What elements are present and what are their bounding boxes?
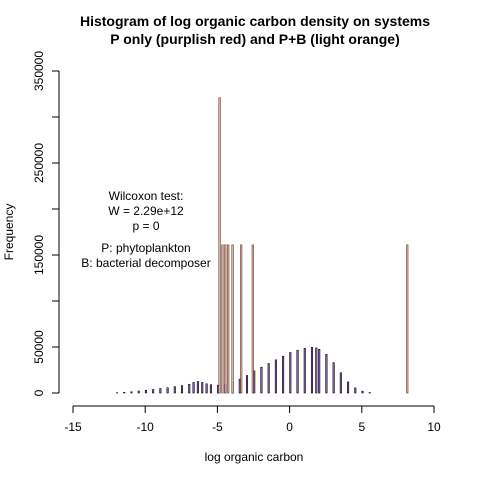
y-tick-label: 50000 [32,330,46,364]
histogram-bar [361,390,364,394]
annotation-line: W = 2.29e+12 [108,204,184,218]
x-tick-label: -10 [137,420,155,434]
annotation-line: p = 0 [132,219,159,233]
histogram-bar [296,349,299,394]
histogram-bar [205,383,208,394]
histogram-bar [218,97,221,394]
histogram-bar [173,386,176,394]
histogram-bar [130,391,133,394]
histogram-bar [227,244,230,394]
x-axis: -15 -10 -5 0 5 10 [64,405,441,434]
y-axis: 0 50000 150000 250000 350000 [32,51,60,396]
histogram-bar [406,244,409,394]
histogram-bar [354,387,357,394]
histogram-bar [274,359,277,394]
chart-title-line-1: Histogram of log organic carbon density … [80,13,430,29]
x-tick-label: 10 [427,420,441,434]
wilcoxon-annotation: Wilcoxon test:W = 2.29e+12p = 0 P: phytop… [81,189,210,270]
histogram-bar [209,384,212,394]
histogram-bar [347,381,350,394]
histogram-bar [137,390,140,394]
annotation-line: Wilcoxon test: [109,189,184,203]
x-tick-label: -15 [64,420,82,434]
y-tick-label: 250000 [32,143,46,183]
histogram-bar [339,372,342,394]
y-tick-label: 0 [32,389,46,396]
histogram-bar [245,375,249,394]
x-tick-label: 0 [286,420,293,434]
histogram-bar [159,388,162,394]
y-tick-label: 150000 [32,235,46,275]
x-tick-label: 5 [358,420,365,434]
histogram-bar [240,244,243,394]
histogram-bar [152,389,155,394]
histogram-bar [144,389,147,394]
histogram-bar [289,352,292,394]
histogram-bars [116,97,409,394]
histogram-bar [260,366,263,394]
histogram-bar [192,382,195,394]
histogram-bar [303,348,306,394]
histogram-bar [166,387,169,394]
histogram-bar [221,244,224,394]
y-axis-label: Frequency [2,204,16,261]
x-tick-label: -5 [212,420,223,434]
annotation-line: P: phytoplankton [101,241,190,255]
histogram-bar [181,385,184,394]
annotation-line: B: bacterial decomposer [81,256,210,270]
histogram-bar [325,354,328,394]
x-axis-label: log organic carbon [205,450,304,464]
histogram-bar [315,347,318,394]
histogram-bar [188,383,191,394]
histogram-bar [332,362,335,394]
histogram-bar [231,244,234,394]
histogram-bar [201,382,204,394]
histogram-bar [224,244,227,394]
chart-title-line-2: P only (purplish red) and P+B (light ora… [110,31,399,47]
histogram-bar [267,363,270,394]
histogram-bar [318,348,321,394]
histogram-bar [123,392,126,394]
histogram-bar [251,244,254,394]
y-tick-label: 350000 [32,51,46,91]
histogram-bar [310,347,314,394]
histogram-bar [196,381,199,394]
histogram-bar [282,355,285,394]
